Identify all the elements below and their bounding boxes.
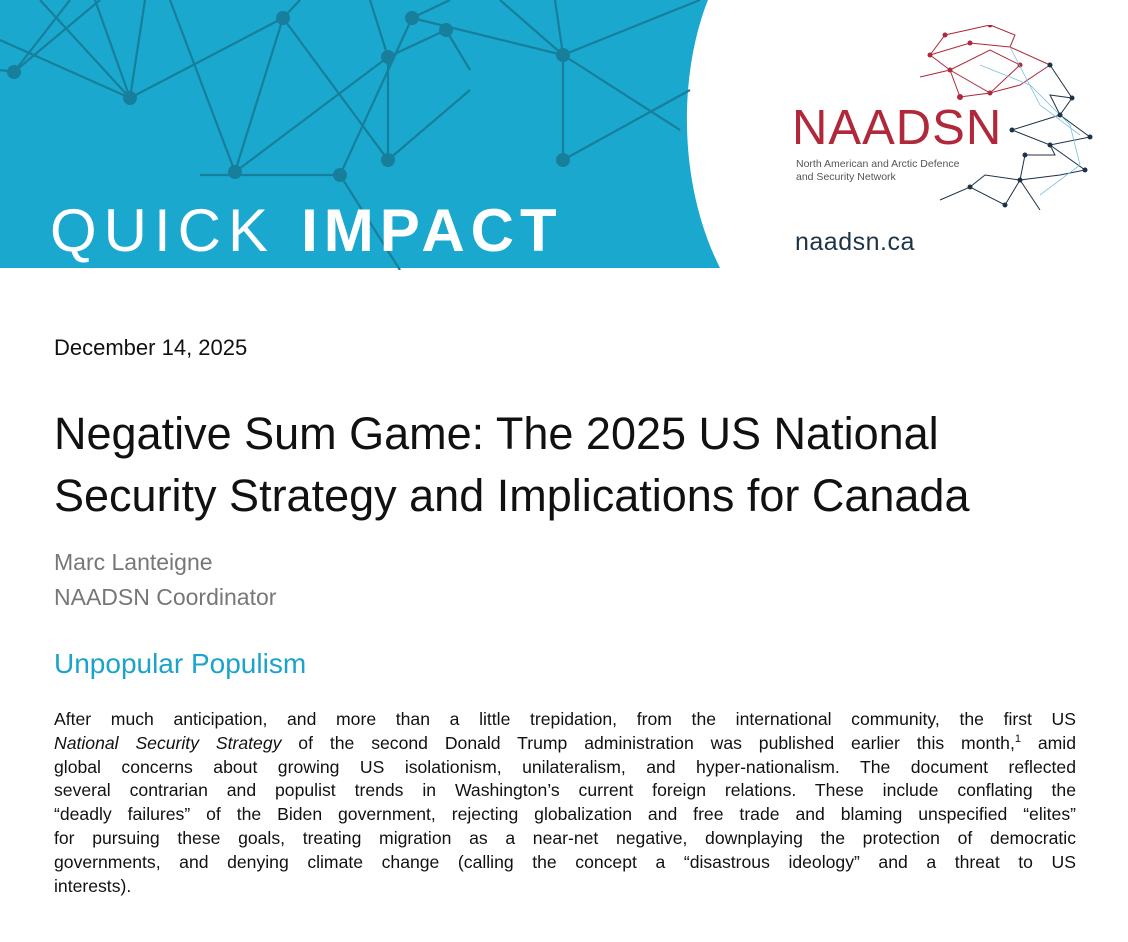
paragraph-text: amid	[1020, 732, 1076, 753]
series-title-bold: IMPACT	[301, 197, 563, 264]
title-line: Negative Sum Game: The 2025 US National	[54, 408, 939, 459]
body-paragraph: After much anticipation, and more than a…	[54, 708, 1076, 898]
author-name: Marc Lanteigne	[54, 549, 213, 575]
author-role: NAADSN Coordinator	[54, 584, 277, 610]
section-heading: Unpopular Populism	[54, 648, 307, 679]
logo-name: NAADSN	[792, 101, 1003, 155]
series-title: QUICK IMPACT	[50, 196, 563, 266]
paragraph-line: “deadly failures” of the Biden governmen…	[54, 804, 1076, 825]
paragraph-line: several contrarian and populist trends i…	[54, 780, 1076, 801]
paragraph-line: for pursuing these goals, treating migra…	[54, 827, 1076, 848]
title-line: Security Strategy and Implications for C…	[54, 470, 970, 521]
website-link[interactable]: naadsn.ca	[795, 228, 915, 256]
paragraph-line: governments, and denying climate change …	[54, 851, 1076, 872]
paragraph-line: After much anticipation, and more than a…	[54, 709, 1076, 729]
series-title-light: QUICK	[50, 197, 276, 264]
logo-subtitle: North American and Arctic Defence and Sec…	[796, 158, 959, 184]
author-block: Marc Lanteigne NAADSN Coordinator	[54, 545, 276, 615]
paragraph-line: interests).	[54, 875, 132, 896]
logo-subtitle-line: North American and Arctic Defence	[796, 158, 960, 170]
document-title: Negative Sum Game: The 2025 US National S…	[54, 403, 969, 527]
naadsn-globe-network-icon	[919, 25, 1093, 211]
footnote-ref[interactable]: 1	[1014, 732, 1021, 745]
paragraph-line: global concerns about growing US isolati…	[54, 756, 1076, 777]
quick-impact-banner	[0, 0, 720, 270]
logo-subtitle-line: and Security Network	[796, 171, 896, 183]
publication-date: December 14, 2025	[54, 335, 248, 360]
paragraph-text: of the second Donald Trump administratio…	[281, 732, 1015, 753]
paragraph-line: National Security Strategy of the second…	[54, 732, 1076, 756]
publication-title: National Security Strategy	[54, 732, 282, 753]
